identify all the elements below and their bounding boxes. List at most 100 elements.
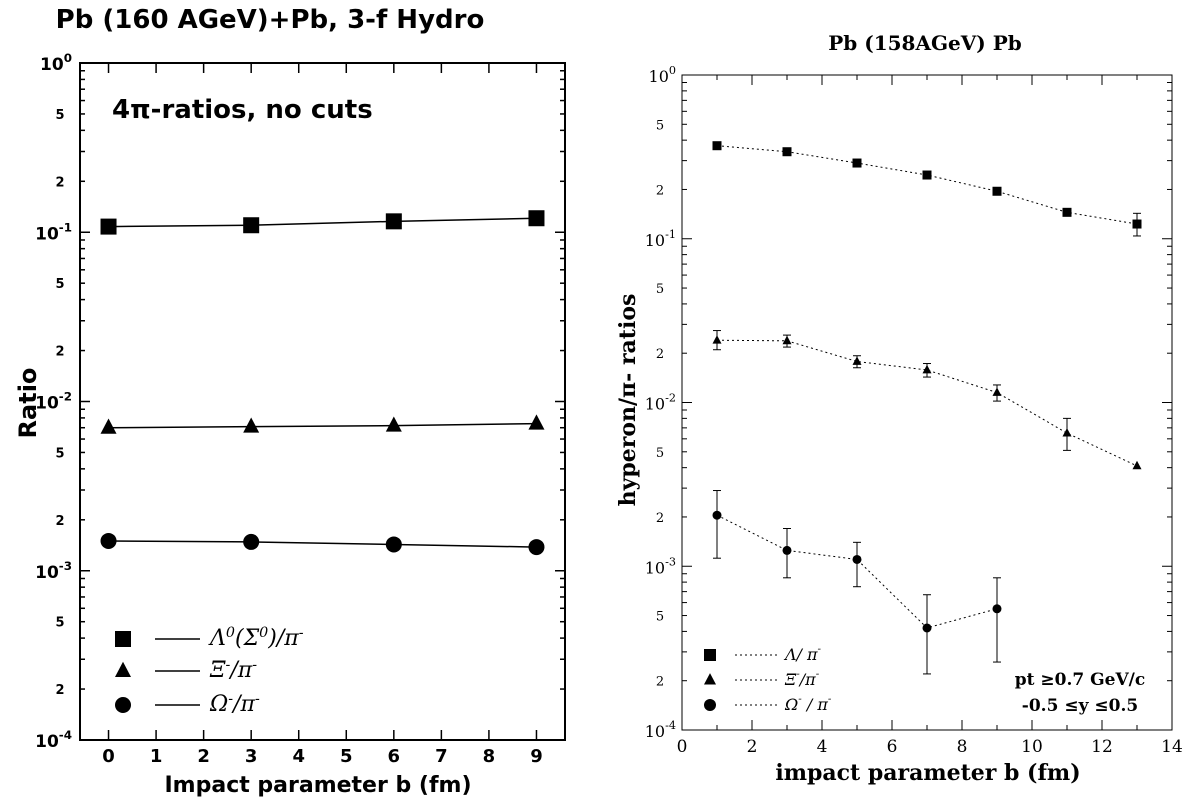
left-x-axis-label: Impact parameter b (fm): [164, 773, 471, 798]
right-y-tick-label: 10-4: [645, 719, 676, 741]
right-x-tick-label: 12: [1091, 737, 1113, 757]
right-y-minor-label: 2: [656, 183, 664, 198]
left-x-tick-label: 9: [530, 746, 543, 767]
right-data-point-square: [922, 170, 932, 180]
left-x-tick-label: 2: [197, 746, 210, 767]
left-y-minor-label: 2: [55, 683, 64, 698]
right-data-point-triangle: [1132, 460, 1142, 470]
left-y-minor-label: 2: [55, 345, 64, 360]
right-x-tick-label: 8: [957, 737, 968, 757]
right-y-minor-label: 2: [656, 347, 664, 362]
left-data-point-triangle: [528, 414, 545, 430]
left-y-minor-label: 2: [55, 175, 64, 190]
left-data-point-circle: [243, 533, 260, 550]
right-cut-annotation-2: -0.5 ≤y ≤0.5: [1022, 696, 1138, 716]
right-x-axis-label: impact parameter b (fm): [775, 760, 1080, 786]
right-y-minor-label: 2: [656, 511, 664, 526]
left-legend-marker-square: [115, 631, 131, 647]
left-x-tick-label: 8: [483, 746, 496, 767]
right-legend-marker-square: [704, 649, 716, 661]
right-chart-title: Pb (158AGeV) Pb: [828, 31, 1022, 55]
right-x-tick-label: 2: [747, 737, 758, 757]
left-legend-label-1: Ξ-/π-: [209, 657, 257, 683]
right-x-tick-label: 10: [1021, 737, 1043, 757]
left-legend-label-0: Λ0(Σ0)/π-: [208, 625, 304, 651]
left-series-line-2: [108, 540, 537, 548]
right-data-point-square: [992, 186, 1002, 196]
left-data-point-square: [385, 213, 402, 230]
right-series-line-2: [716, 514, 998, 629]
left-series-line-0: [108, 217, 537, 228]
left-series-line-1: [108, 422, 537, 429]
right-legend-marker-circle: [704, 699, 716, 711]
right-x-tick-label: 4: [817, 737, 828, 757]
left-data-point-circle: [528, 539, 545, 556]
right-data-point-triangle: [992, 387, 1002, 396]
right-y-axis-label: hyperon/π- ratios: [615, 294, 641, 507]
right-data-point-circle: [922, 623, 932, 633]
left-annotation: 4π-ratios, no cuts: [112, 95, 373, 125]
left-y-minor-label: 5: [55, 616, 64, 631]
right-data-point-triangle: [1062, 427, 1072, 437]
right-x-tick-label: 14: [1161, 737, 1183, 757]
right-y-minor-label: 5: [656, 446, 664, 461]
right-y-tick-label: 10-2: [645, 392, 676, 414]
right-data-point-circle: [992, 604, 1002, 614]
left-x-tick-label: 3: [245, 746, 258, 767]
right-y-minor-label: 5: [656, 282, 664, 297]
right-data-point-triangle: [782, 335, 792, 345]
right-y-minor-label: 5: [656, 610, 664, 625]
left-y-tick-label: 10-3: [35, 559, 72, 583]
left-legend-marker-triangle: [115, 661, 131, 677]
left-chart-title: Pb (160 AGeV)+Pb, 3-f Hydro: [56, 5, 485, 35]
right-data-point-square: [852, 158, 862, 168]
right-x-tick-label: 6: [887, 737, 898, 757]
right-y-minor-label: 2: [656, 675, 664, 690]
right-y-tick-label: 10-3: [645, 555, 676, 577]
right-data-point-square: [1132, 219, 1142, 229]
left-data-point-square: [100, 218, 117, 235]
left-y-axis-label: Ratio: [14, 368, 42, 439]
left-x-tick-label: 0: [102, 746, 115, 767]
right-cut-annotation-1: pt ≥0.7 GeV/c: [1015, 670, 1145, 690]
right-data-point-triangle: [712, 335, 722, 344]
right-data-point-circle: [712, 510, 722, 520]
right-y-tick-label: 10-1: [645, 228, 676, 250]
left-x-tick-label: 5: [340, 746, 353, 767]
left-x-tick-label: 4: [292, 746, 305, 767]
right-x-tick-label: 0: [677, 737, 688, 757]
right-data-point-circle: [852, 554, 862, 564]
left-y-minor-label: 2: [55, 514, 64, 529]
left-y-tick-label: 10-1: [35, 220, 72, 244]
right-data-point-square: [1062, 207, 1072, 217]
left-x-tick-label: 6: [388, 746, 401, 767]
left-data-point-circle: [100, 532, 117, 549]
left-y-minor-label: 5: [55, 108, 64, 123]
left-plot-frame: [79, 62, 566, 741]
left-data-point-square: [243, 217, 260, 234]
right-data-point-triangle: [922, 364, 932, 374]
right-data-point-circle: [782, 545, 792, 555]
right-legend-label-1: Ξ-/π-: [784, 668, 820, 689]
right-y-minor-label: 5: [656, 118, 664, 133]
left-x-tick-label: 1: [150, 746, 163, 767]
left-data-point-square: [528, 210, 545, 227]
right-legend-label-2: Ω- / π-: [784, 693, 832, 714]
right-data-point-square: [712, 141, 722, 151]
left-y-tick-label: 10-2: [35, 390, 72, 414]
left-x-tick-label: 7: [435, 746, 448, 767]
right-series-line-0: [716, 145, 1138, 225]
left-y-minor-label: 5: [55, 277, 64, 292]
right-legend-marker-triangle: [704, 673, 716, 685]
left-legend-marker-circle: [115, 697, 131, 713]
right-data-point-square: [782, 147, 792, 157]
left-data-point-triangle: [100, 418, 117, 434]
left-y-tick-label: 100: [40, 51, 72, 75]
left-legend-label-2: Ω-/π-: [209, 691, 260, 717]
left-data-point-triangle: [243, 417, 260, 433]
left-data-point-circle: [385, 536, 402, 553]
left-y-minor-label: 5: [55, 446, 64, 461]
right-series-line-1: [716, 339, 1138, 467]
left-y-tick-label: 10-4: [35, 728, 72, 752]
